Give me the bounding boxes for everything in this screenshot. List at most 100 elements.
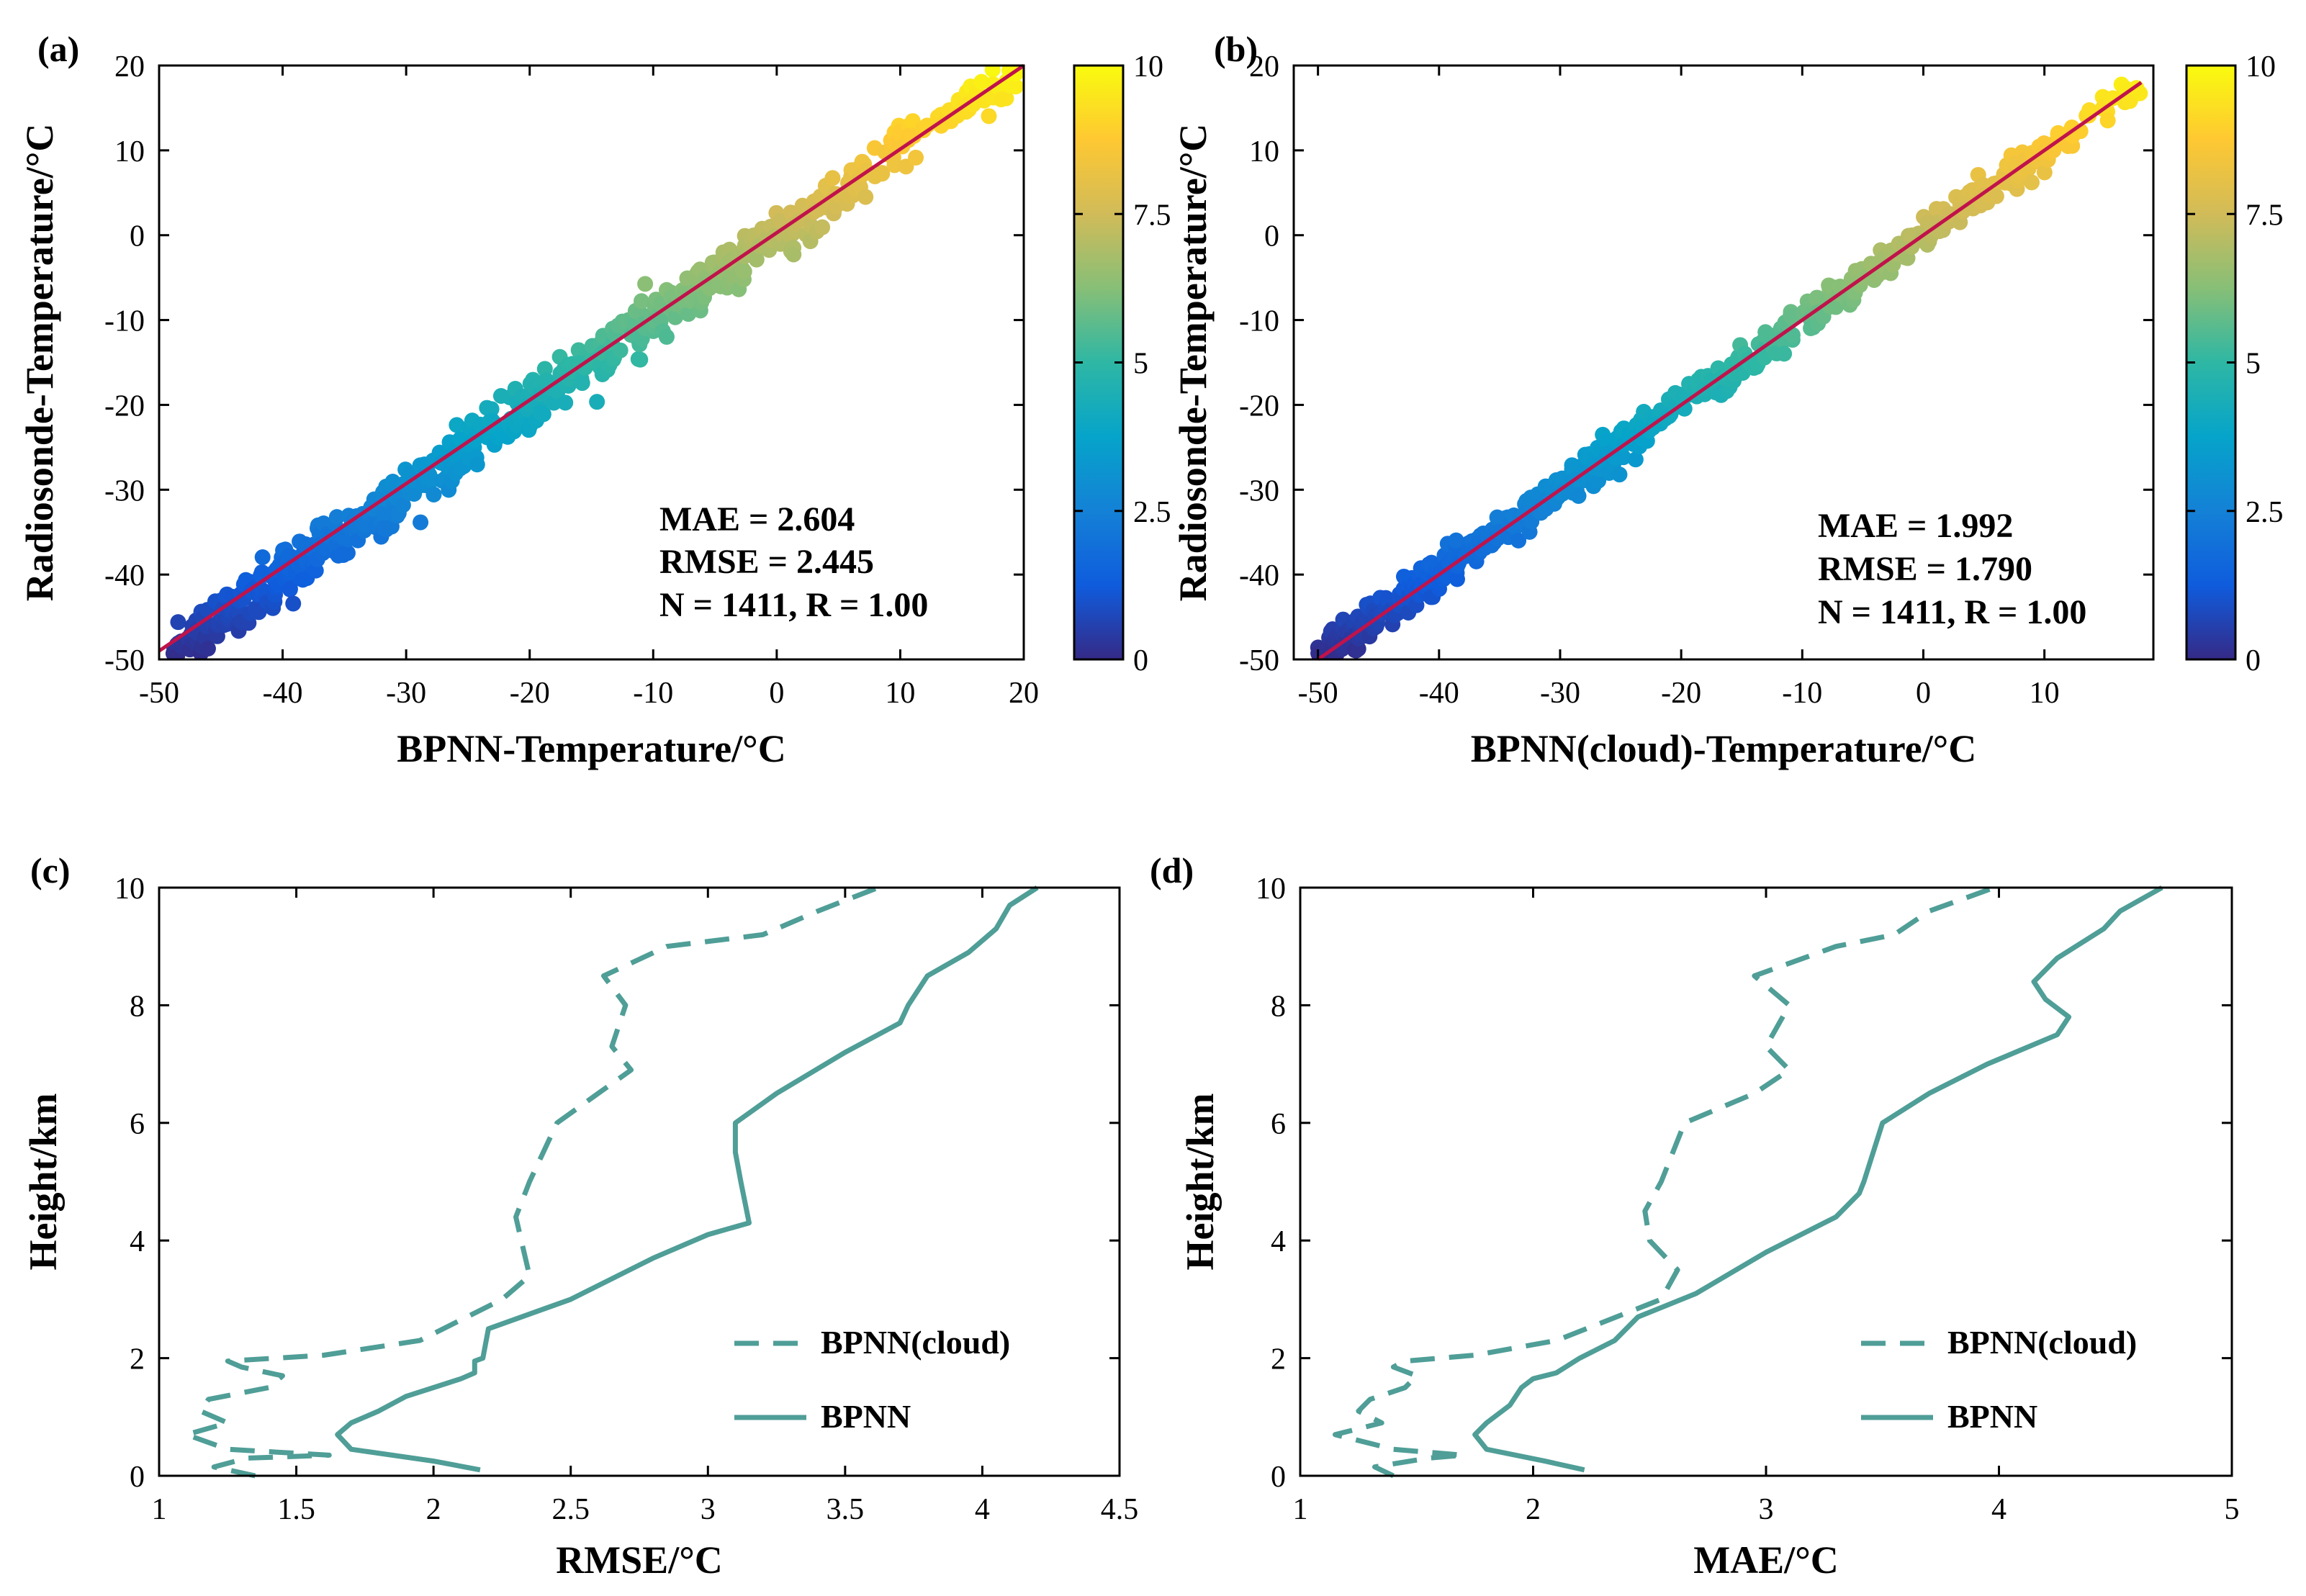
panel-c-series-bpnn	[335, 885, 1039, 1473]
panel-d-ytick-label: 10	[1256, 873, 1286, 906]
panel-b-xtick-label: -20	[1661, 677, 1701, 710]
panel-d-mae-profile: 1 2 3 4 5 0 2 4 6 8 10 MAE/°C Height/km (d) BPNN(cloud…	[1150, 850, 2240, 1582]
panel-b-colorbar-tick-label: 0	[2246, 644, 2261, 677]
panel-a-point	[557, 395, 574, 411]
panel-a-point	[395, 497, 411, 513]
panel-b-colorbar-tick-label: 2.5	[2246, 496, 2284, 529]
panel-a-point	[469, 456, 485, 473]
panel-d-xtick-label: 1	[1293, 1493, 1308, 1526]
panel-a-ytick-label: -20	[104, 389, 145, 423]
panel-b-ylabel: Radiosonde-Temperature/°C	[1171, 124, 1215, 602]
panel-a-point	[658, 328, 675, 345]
panel-c-xtick-label: 1	[152, 1493, 167, 1526]
panel-a-ytick-label: 0	[130, 220, 145, 253]
panel-c-rmse-profile: 1 1.5 2 2.5 3 3.5 4 4.5 0 2 4 6 8 10 RMSE/°C Height/km (…	[22, 850, 1138, 1582]
panel-c-xtick-label: 2	[426, 1493, 441, 1526]
panel-b-point	[1449, 571, 1465, 587]
panel-a-annotation: N = 1411, R = 1.00	[659, 586, 928, 624]
panel-a-panel-label: (a)	[37, 29, 79, 69]
panel-a-xtick-label: -30	[386, 677, 426, 710]
panel-c-panel-label: (c)	[30, 850, 71, 891]
panel-b-xlabel: BPNN(cloud)-Temperature/°C	[1471, 727, 1977, 770]
panel-b-point	[2132, 85, 2148, 102]
panel-b-point	[2023, 174, 2040, 191]
panel-b-point	[2036, 164, 2053, 181]
panel-b-scatter: -50 -40 -30 -20 -10 0 10 -50 -40 -30 -20 -10 0 10 20 BP…	[1171, 29, 2284, 770]
panel-a-axes-frame	[158, 64, 1025, 661]
panel-c-legend-label: BPNN	[821, 1398, 911, 1435]
panel-b-annotation: MAE = 1.992	[1818, 507, 2013, 545]
panel-d-ytick-label: 2	[1271, 1343, 1286, 1376]
panel-a-point	[981, 108, 997, 125]
panel-b-point	[1827, 299, 1844, 315]
panel-a-annotation: RMSE = 2.445	[659, 543, 874, 581]
panel-a-point	[413, 514, 429, 531]
panel-b-ytick-label: -40	[1239, 559, 1279, 592]
panel-a-xlabel: BPNN-Temperature/°C	[397, 727, 786, 770]
panel-a-point	[748, 251, 765, 268]
panel-a-point	[814, 219, 831, 235]
panel-a-colorbar-tick-label: 0	[1133, 644, 1148, 677]
panel-d-xlabel: MAE/°C	[1693, 1538, 1839, 1582]
panel-a-point	[612, 342, 629, 359]
panel-a-point	[637, 276, 654, 292]
panel-b-axes-frame	[1292, 64, 2155, 661]
panel-b-panel-label: (b)	[1214, 29, 1258, 69]
panel-a-point	[254, 549, 271, 566]
panel-a-point	[328, 509, 345, 526]
panel-d-legend-label: BPNN	[1947, 1398, 2037, 1435]
panel-b-colorbar-tick-label: 5	[2246, 348, 2261, 381]
panel-c-xtick-label: 3.5	[827, 1493, 865, 1526]
panel-c-ytick-label: 4	[130, 1225, 145, 1258]
panel-b-ytick-label: 10	[1249, 135, 1279, 168]
panel-c-ytick-label: 10	[114, 873, 145, 906]
panel-b-point	[1611, 466, 1628, 483]
panel-a-point	[998, 90, 1014, 107]
panel-d-ytick-label: 0	[1271, 1461, 1286, 1494]
panel-d-ytick-label: 8	[1271, 990, 1286, 1023]
panel-b-ytick-label: -30	[1239, 474, 1279, 508]
panel-b-ytick-label: -50	[1239, 644, 1279, 677]
panel-a-xtick-label: 0	[769, 677, 784, 710]
panel-c-series-bpnn-cloud	[184, 885, 879, 1479]
panel-b-ytick-label: -20	[1239, 389, 1279, 423]
panel-a-point	[425, 486, 442, 502]
panel-d-xtick-label: 2	[1526, 1493, 1541, 1526]
panel-d-xtick-label: 4	[1991, 1493, 2007, 1526]
panel-b-xtick-label: 0	[1916, 677, 1931, 710]
panel-b-point	[1988, 188, 2004, 204]
panel-d-panel-label: (d)	[1150, 850, 1194, 891]
panel-a-point	[908, 149, 924, 166]
panel-b-ytick-label: 20	[1249, 50, 1279, 84]
panel-a-scatter: -50 -40 -30 -20 -10 0 10 20 -50 -40 -30 -20 -10 0 10 20…	[18, 29, 1171, 770]
panel-b-xtick-label: -40	[1419, 677, 1459, 710]
panel-a-xtick-label: -10	[633, 677, 673, 710]
panel-d-series-bpnn	[1472, 885, 2163, 1473]
panel-a-fit-line	[158, 63, 1025, 653]
panel-c-xtick-label: 2.5	[551, 1493, 590, 1526]
panel-d-legend-label: BPNN(cloud)	[1947, 1324, 2137, 1361]
panel-a-point	[632, 351, 649, 368]
panel-c-xtick-label: 1.5	[277, 1493, 315, 1526]
panel-a-point	[199, 640, 216, 657]
panel-c-ytick-label: 8	[130, 990, 145, 1023]
panel-c-legend-label: BPNN(cloud)	[821, 1324, 1010, 1361]
panel-a-point	[874, 166, 891, 182]
panel-a-point	[589, 394, 605, 410]
panel-b-xtick-label: -10	[1782, 677, 1822, 710]
panel-a-point	[857, 189, 874, 205]
panel-c-ytick-label: 2	[130, 1343, 145, 1376]
panel-b-point	[1570, 487, 1587, 504]
panel-d-xtick-label: 5	[2225, 1493, 2240, 1526]
panel-a-point	[824, 170, 841, 186]
panel-a-xtick-label: 10	[885, 677, 915, 710]
panel-a-point	[736, 263, 752, 280]
panel-a-point	[1007, 78, 1024, 95]
panel-d-xtick-label: 3	[1759, 1493, 1774, 1526]
panel-d-ytick-label: 4	[1271, 1225, 1286, 1258]
panel-a-point	[449, 417, 465, 433]
panel-a-ytick-label: -30	[104, 474, 145, 508]
panel-a-point	[680, 306, 697, 323]
panel-a-point	[483, 401, 500, 418]
